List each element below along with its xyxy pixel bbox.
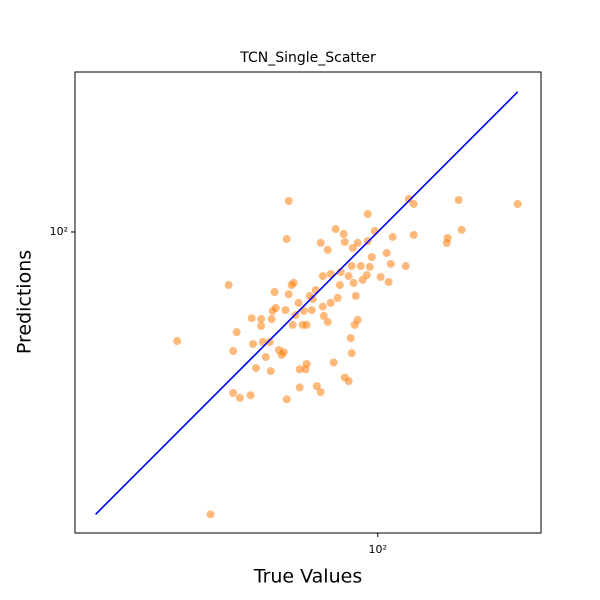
scatter-point: [232, 328, 241, 337]
scatter-point: [353, 238, 362, 247]
scatter-point: [409, 199, 418, 208]
scatter-point: [384, 277, 393, 286]
scatter-point: [319, 311, 328, 320]
scatter-point: [302, 320, 311, 329]
scatter-point: [282, 395, 291, 404]
scatter-point: [346, 334, 355, 343]
scatter-point: [457, 225, 466, 234]
scatter-point: [308, 295, 317, 304]
scatter-point: [382, 249, 391, 258]
scatter-point: [513, 199, 522, 208]
scatter-point: [289, 278, 298, 287]
scatter-point: [251, 364, 260, 373]
scatter-point: [284, 197, 293, 206]
scatter-point: [312, 382, 321, 391]
scatter-point: [454, 195, 463, 204]
scatter-point: [401, 262, 410, 271]
scatter-point: [302, 359, 311, 368]
scatter-point: [409, 230, 418, 239]
scatter-point: [307, 306, 316, 315]
identity-line: [95, 91, 519, 515]
scatter-point: [295, 365, 304, 374]
scatter-point: [367, 252, 376, 261]
scatter-point: [279, 348, 288, 357]
y-axis-label: Predictions: [14, 250, 36, 354]
scatter-point: [347, 262, 356, 271]
scatter-point: [347, 349, 356, 358]
scatter-point: [257, 322, 266, 331]
scatter-point: [267, 315, 276, 324]
scatter-point: [376, 272, 385, 281]
scatter-point: [229, 389, 238, 398]
scatter-point: [249, 339, 258, 348]
scatter-point: [333, 294, 342, 303]
scatter-point: [351, 291, 360, 300]
scatter-point: [224, 281, 233, 290]
scatter-point: [335, 281, 344, 290]
scatter-point: [288, 320, 297, 329]
scatter-point: [235, 393, 244, 402]
scatter-point: [323, 317, 332, 326]
y-tick-label: 10²: [50, 225, 68, 238]
scatter-point: [404, 194, 413, 203]
scatter-point: [173, 337, 182, 346]
scatter-point: [370, 226, 379, 235]
scatter-point: [348, 243, 357, 252]
scatter-point: [339, 229, 348, 238]
scatter-point: [266, 367, 275, 376]
x-axis-label: True Values: [253, 566, 362, 588]
scatter-point: [443, 233, 452, 242]
scatter-point: [344, 377, 353, 386]
scatter-point: [318, 302, 327, 311]
scatter-point: [265, 338, 274, 347]
scatter-point: [270, 288, 279, 297]
scatter-point: [386, 259, 395, 268]
scatter-point: [323, 245, 332, 254]
scatter-point: [365, 262, 374, 271]
scatter-point: [281, 306, 290, 315]
scatter-point: [326, 298, 335, 307]
scatter-point: [316, 238, 325, 247]
scatter-point: [340, 237, 349, 246]
scatter-point: [349, 278, 358, 287]
chart-title: TCN_Single_Scatter: [239, 50, 376, 66]
scatter-point: [282, 235, 291, 244]
scatter-point: [353, 315, 362, 324]
scatter-point: [257, 315, 266, 324]
scatter-point: [388, 232, 397, 241]
scatter-point: [284, 290, 293, 299]
scatter-point: [344, 272, 353, 281]
scatter-point: [295, 383, 304, 392]
scatter-point: [318, 272, 327, 281]
scatter-point: [331, 225, 340, 234]
scatter-point: [271, 303, 280, 312]
scatter-point: [363, 209, 372, 218]
scatter-point: [329, 358, 338, 367]
scatter-point: [229, 347, 238, 356]
scatter-point: [246, 391, 255, 400]
x-tick-label: 10²: [369, 543, 387, 556]
scatter-point: [261, 353, 270, 362]
scatter-point: [247, 314, 256, 323]
scatter-point: [294, 298, 303, 307]
scatter-point: [206, 510, 215, 519]
plot-frame: [74, 71, 542, 534]
scatter-point: [362, 271, 371, 280]
scatter-point: [356, 262, 365, 271]
scatter-point: [316, 388, 325, 397]
